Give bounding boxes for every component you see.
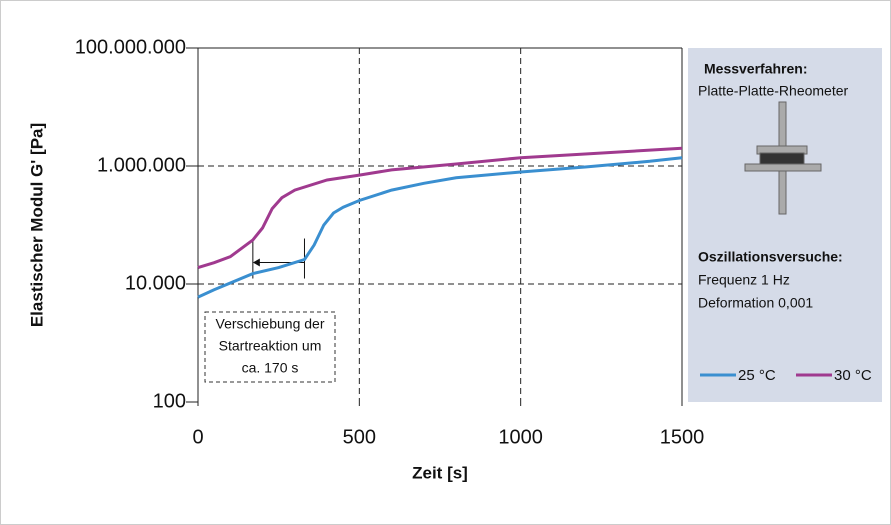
info-text: Frequenz 1 Hz <box>698 272 790 288</box>
info-panel <box>688 48 882 402</box>
y-tick-label: 10.000 <box>125 272 186 294</box>
y-tick-label: 100 <box>153 390 186 412</box>
info-title: Messverfahren: <box>704 61 808 77</box>
info-text: Deformation 0,001 <box>698 295 813 311</box>
rheometer-icon <box>744 101 822 215</box>
legend-label: 30 °C <box>834 367 872 384</box>
x-tick-label: 1500 <box>660 426 705 448</box>
x-tick-label: 0 <box>192 426 203 448</box>
x-tick-label: 500 <box>343 426 376 448</box>
data-line <box>197 146 683 270</box>
info-title: Oszillationsversuche: <box>698 249 843 265</box>
annotation-text: Startreaktion um <box>219 338 322 354</box>
info-text: Platte-Platte-Rheometer <box>698 83 849 99</box>
y-axis-title: Elastischer Modul G' [Pa] <box>27 123 46 327</box>
annotation-text: Verschiebung der <box>216 316 325 332</box>
x-axis-title: Zeit [s] <box>412 463 468 482</box>
legend-label: 25 °C <box>738 367 776 384</box>
annotation-text: ca. 170 s <box>242 360 299 376</box>
y-tick-label: 100.000.000 <box>75 36 186 58</box>
y-tick-label: 1.000.000 <box>97 154 186 176</box>
data-line <box>197 156 683 299</box>
arrow-head <box>252 258 260 267</box>
x-tick-label: 1000 <box>498 426 543 448</box>
annotation-box <box>204 311 336 383</box>
